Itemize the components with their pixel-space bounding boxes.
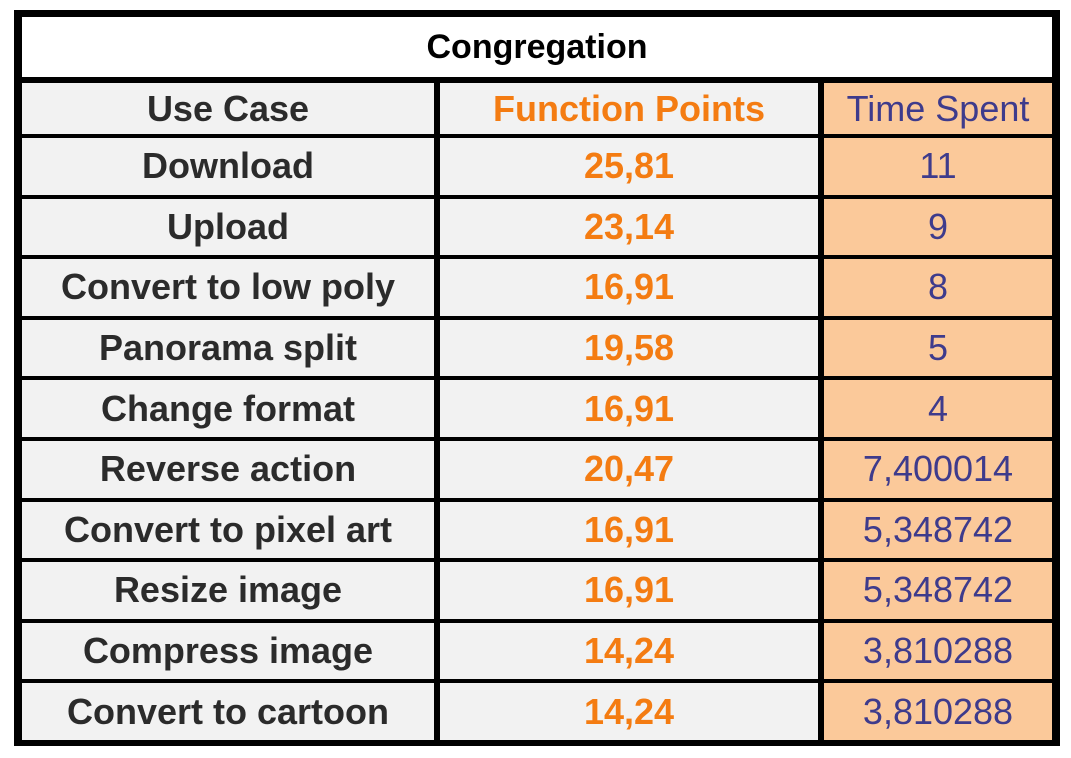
use-case-cell: Convert to pixel art: [22, 501, 434, 559]
use-case-cell: Convert to cartoon: [22, 683, 434, 740]
use-case-cell: Compress image: [22, 622, 434, 680]
time-spent-cell: 5,348742: [824, 562, 1052, 619]
table-title: Congregation: [22, 17, 1052, 77]
function-points-cell: 16,91: [440, 259, 818, 316]
time-spent-cell: 7,400014: [824, 440, 1052, 498]
congregation-table: Congregation Use Case Function Points Ti…: [14, 10, 1060, 746]
function-points-cell: 23,14: [440, 198, 818, 256]
time-spent-cell: 8: [824, 259, 1052, 316]
function-points-cell: 14,24: [440, 683, 818, 740]
time-spent-cell: 4: [824, 380, 1052, 437]
function-points-cell: 16,91: [440, 562, 818, 619]
header-time-spent: Time Spent: [824, 83, 1052, 134]
header-use-case: Use Case: [22, 83, 434, 134]
time-spent-cell: 5,348742: [824, 501, 1052, 559]
use-case-cell: Convert to low poly: [22, 259, 434, 316]
time-spent-cell: 9: [824, 198, 1052, 256]
use-case-cell: Reverse action: [22, 440, 434, 498]
time-spent-cell: 5: [824, 319, 1052, 377]
use-case-cell: Resize image: [22, 562, 434, 619]
header-function-points: Function Points: [440, 83, 818, 134]
time-spent-cell: 3,810288: [824, 622, 1052, 680]
function-points-cell: 16,91: [440, 501, 818, 559]
use-case-cell: Upload: [22, 198, 434, 256]
function-points-cell: 16,91: [440, 380, 818, 437]
table-grid: Use Case Function Points Time Spent Down…: [22, 83, 1052, 740]
function-points-cell: 25,81: [440, 138, 818, 195]
time-spent-cell: 11: [824, 138, 1052, 195]
function-points-cell: 19,58: [440, 319, 818, 377]
time-spent-cell: 3,810288: [824, 683, 1052, 740]
function-points-cell: 14,24: [440, 622, 818, 680]
use-case-cell: Download: [22, 138, 434, 195]
use-case-cell: Panorama split: [22, 319, 434, 377]
function-points-cell: 20,47: [440, 440, 818, 498]
use-case-cell: Change format: [22, 380, 434, 437]
